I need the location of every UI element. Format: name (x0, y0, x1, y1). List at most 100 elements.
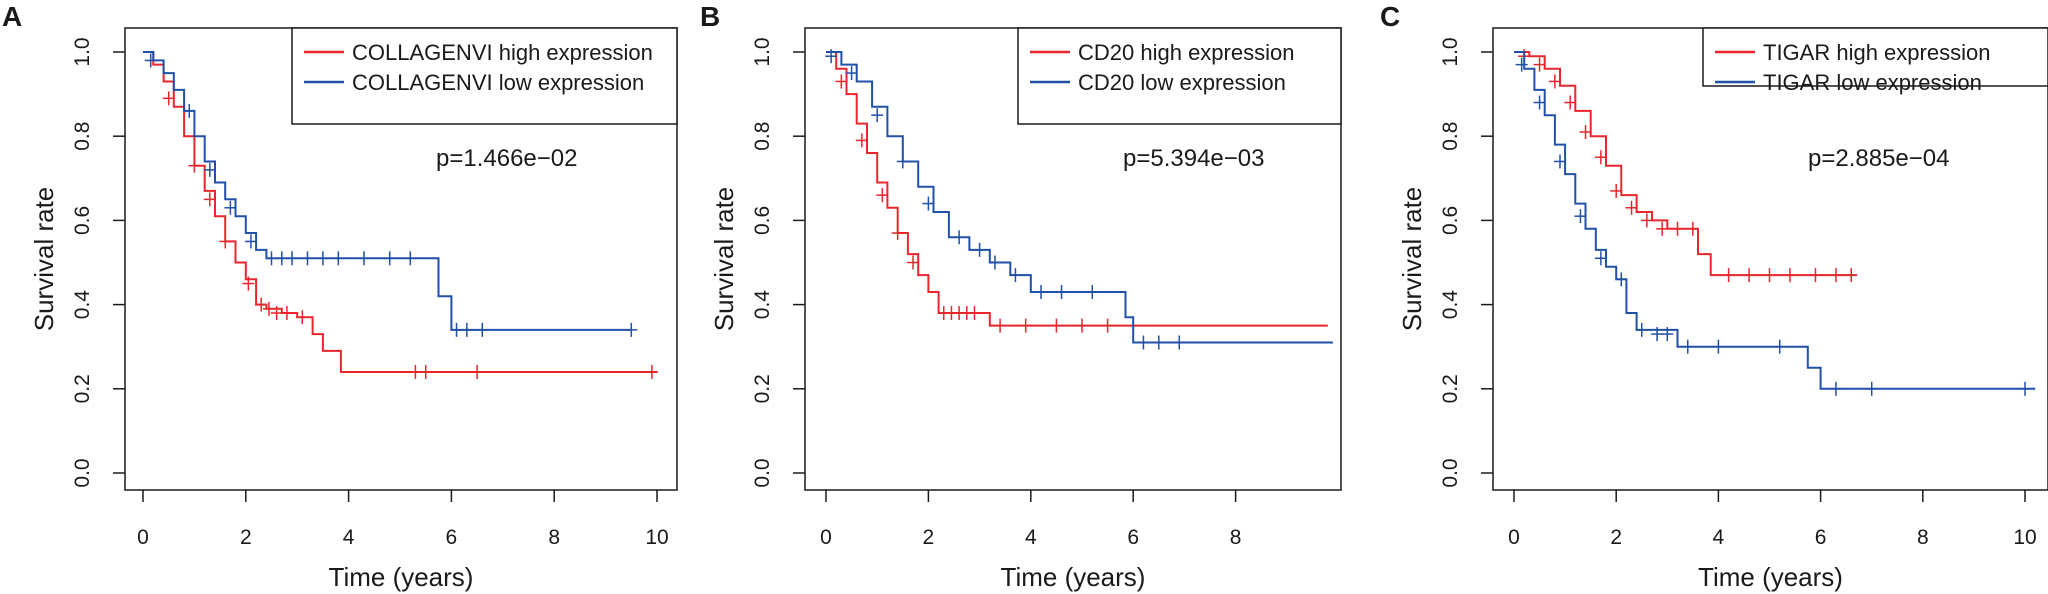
censor-mark-low (1086, 284, 1099, 299)
censor-mark-low (1865, 381, 1878, 396)
y-tick-label: 0.6 (751, 206, 774, 235)
x-tick-label: 10 (2013, 526, 2036, 549)
censor-mark-low (1712, 339, 1725, 354)
censor-mark-high (1548, 74, 1561, 89)
censor-mark-low (265, 251, 278, 266)
censor-mark-low (1651, 327, 1664, 342)
censor-mark-low (988, 255, 1001, 270)
y-axis-title: Survival rate (1397, 187, 1427, 332)
x-tick-label: 8 (548, 526, 560, 549)
censor-mark-low (1009, 268, 1022, 283)
censor-mark-low (460, 322, 473, 337)
legend-label-high: COLLAGENVI high expression (352, 40, 653, 65)
y-tick-label: 0.8 (751, 122, 774, 151)
censor-mark-low (358, 251, 371, 266)
y-tick-label: 0.8 (71, 122, 94, 151)
y-axis-title: Survival rate (709, 187, 739, 332)
x-tick-label: 2 (1610, 526, 1622, 549)
y-tick-label: 0.8 (1439, 122, 1462, 151)
censor-mark-low (973, 242, 986, 257)
x-tick-label: 0 (1508, 526, 1520, 549)
censor-mark-low (301, 251, 314, 266)
p-value-label: p=2.885e−04 (1808, 145, 1949, 172)
censor-mark-low (1615, 272, 1628, 287)
legend-label-low: COLLAGENVI low expression (352, 70, 644, 95)
y-tick-label: 0.2 (751, 374, 774, 403)
x-tick-label: 8 (1917, 526, 1929, 549)
censor-mark-high (1076, 318, 1088, 333)
censor-mark-high (994, 318, 1007, 333)
censor-mark-high (188, 158, 201, 173)
censor-mark-high (270, 306, 283, 321)
censor-mark-high (1845, 268, 1858, 283)
censor-mark-high (162, 91, 175, 106)
censor-mark-low (450, 322, 463, 337)
censor-mark-low (275, 251, 288, 266)
x-axis-title: Time (years) (1698, 562, 1843, 592)
panel-letter: B (700, 1, 720, 32)
p-value-label: p=1.466e−02 (436, 145, 577, 172)
censor-mark-high (1610, 183, 1623, 198)
censor-mark-high (1019, 318, 1032, 333)
censor-mark-low (183, 103, 196, 118)
censor-mark-low (476, 322, 489, 337)
censor-mark-high (645, 364, 658, 379)
censor-mark-low (1533, 95, 1546, 110)
censor-mark-high (907, 255, 920, 270)
censor-mark-low (404, 251, 417, 266)
censor-mark-high (1656, 221, 1669, 236)
x-tick-label: 6 (1127, 526, 1139, 549)
legend-label-low: TIGAR low expression (1763, 70, 1982, 95)
censor-mark-low (1594, 251, 1607, 266)
survival-curve-low (826, 51, 1333, 344)
x-tick-label: 4 (343, 526, 355, 549)
censor-mark-high (1594, 150, 1607, 165)
censor-mark-low (1829, 381, 1842, 396)
panel-letter: A (2, 1, 22, 32)
y-tick-label: 1.0 (1439, 37, 1462, 66)
legend: TIGAR high expression TIGAR low expressio… (1702, 27, 2048, 95)
survival-curve-low (1514, 51, 2036, 390)
censor-mark-high (1686, 221, 1699, 236)
legend-label-low: CD20 low expression (1078, 70, 1286, 95)
censor-mark-high (419, 364, 432, 379)
y-tick-label: 0.6 (1439, 206, 1462, 235)
censor-mark-high (296, 310, 309, 325)
x-tick-label: 2 (923, 526, 935, 549)
censor-mark-high (891, 226, 904, 241)
p-value-label: p=5.394e−03 (1123, 145, 1264, 172)
censor-mark-low (1173, 335, 1186, 350)
censor-mark-high (203, 192, 216, 207)
x-axis-title: Time (years) (329, 562, 474, 592)
censor-mark-high (1579, 124, 1592, 139)
chart-panel-a: A 0 2 4 6 8 10 0.0 0.2 0.4 0.6 0.8 1.0 Time (years) Su… (2, 1, 678, 592)
y-tick-label: 0.2 (71, 374, 94, 403)
censor-mark-high (471, 364, 484, 379)
y-tick-label: 0.0 (71, 458, 94, 487)
censor-mark-high (1829, 268, 1842, 283)
censor-mark-high (255, 297, 268, 312)
x-tick-label: 4 (1025, 526, 1037, 549)
censor-mark-low (871, 108, 884, 123)
censor-mark-low (383, 251, 396, 266)
censor-mark-low (1055, 284, 1068, 299)
censor-mark-high (280, 306, 293, 321)
censor-mark-high (1809, 268, 1822, 283)
censor-mark-low (953, 230, 966, 245)
censor-mark-high (1101, 318, 1114, 333)
censor-mark-low (1035, 284, 1048, 299)
x-tick-label: 10 (645, 526, 668, 549)
censor-mark-high (1533, 57, 1546, 72)
censor-mark-low (625, 322, 638, 337)
censor-mark-low (244, 234, 257, 249)
censor-mark-high (1743, 268, 1756, 283)
survival-curve-high (826, 51, 1328, 327)
censor-mark-low (1137, 335, 1150, 350)
legend: CD20 high expression CD20 low expression (1017, 27, 1342, 125)
censor-mark-high (855, 133, 868, 148)
y-tick-label: 0.4 (751, 290, 774, 320)
censor-mark-high (835, 74, 848, 89)
censor-mark-low (1661, 327, 1674, 342)
censor-mark-low (1152, 335, 1165, 350)
censor-mark-high (1722, 268, 1735, 283)
